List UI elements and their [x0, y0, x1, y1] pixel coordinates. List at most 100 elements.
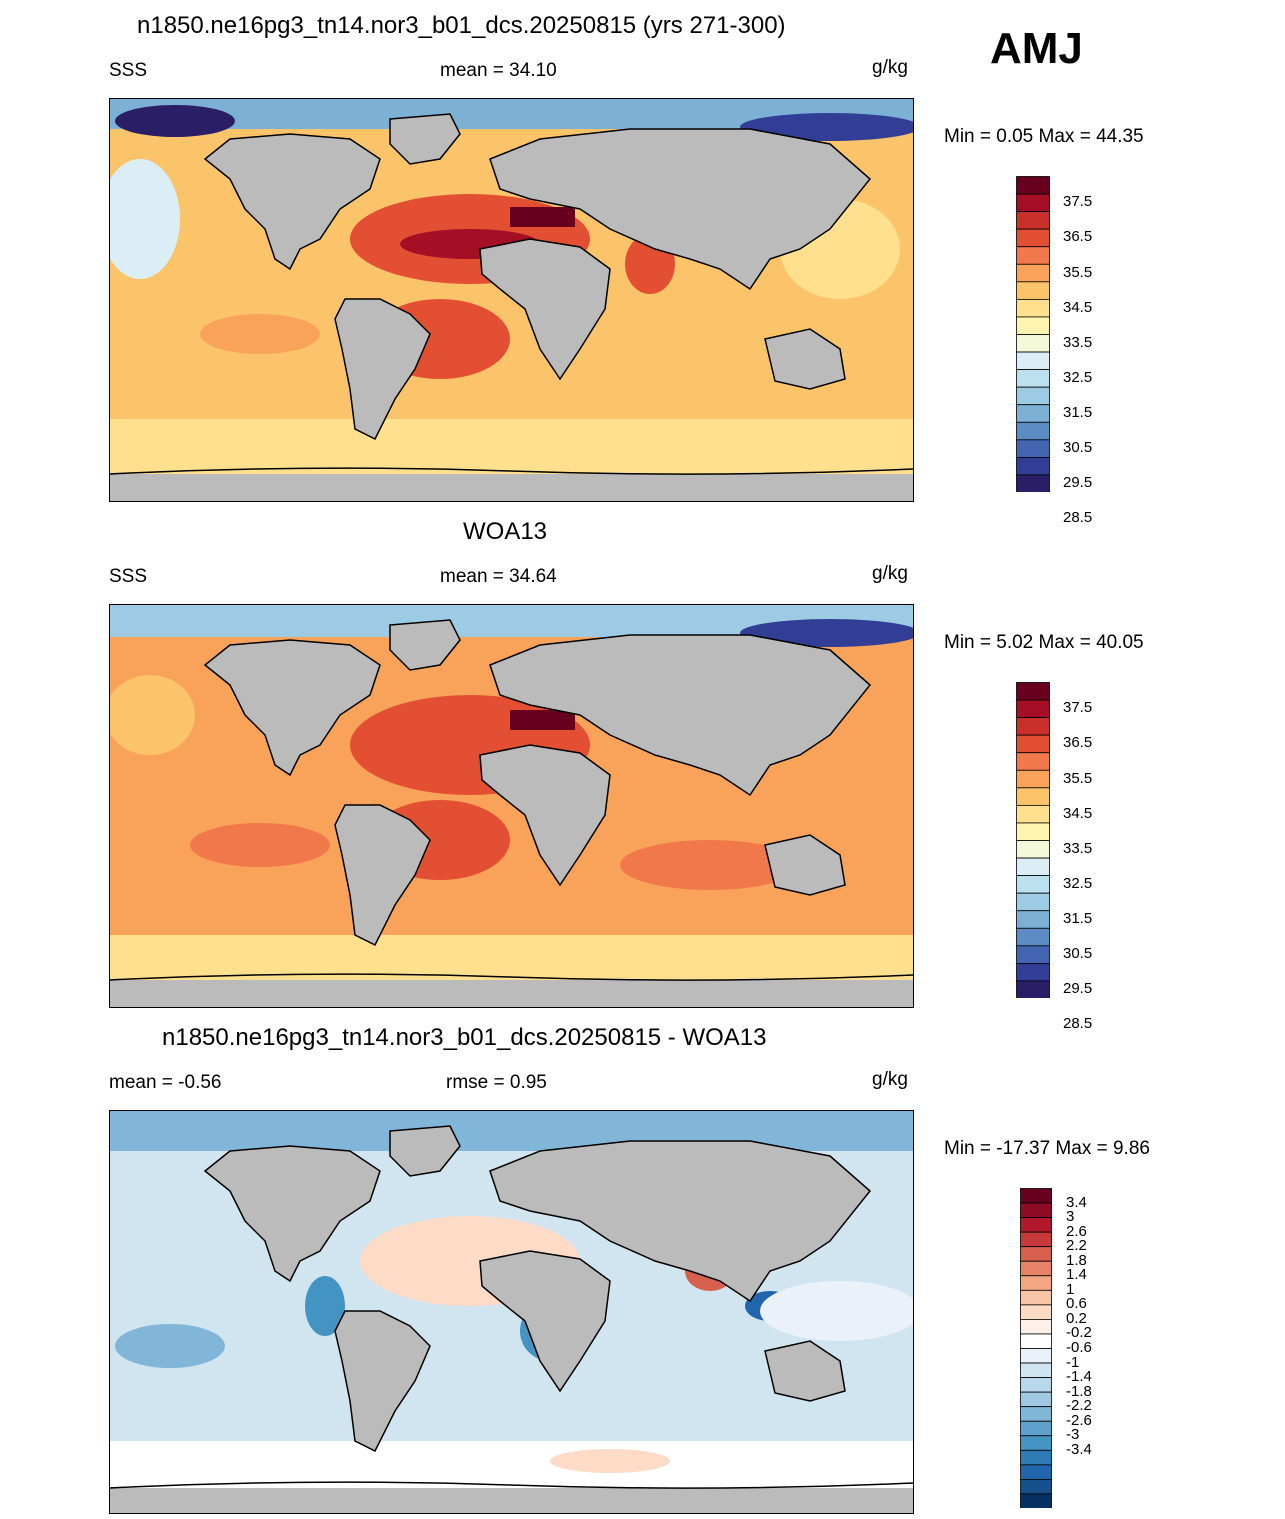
- colorbar-swatch: [1016, 945, 1050, 964]
- colorbar-swatch: [1016, 193, 1050, 213]
- colorbar-tick-label: 3: [1066, 1208, 1075, 1226]
- colorbar-swatch: [1016, 281, 1050, 300]
- colorbar-tick-label: -3: [1066, 1426, 1080, 1444]
- colorbar-tick-label: 29.5: [1063, 474, 1093, 492]
- colorbar-tick-label: -1.8: [1066, 1382, 1092, 1400]
- colorbar-tick-label: 0.2: [1066, 1309, 1087, 1327]
- colorbar-tick-label: 30.5: [1063, 439, 1093, 457]
- colorbar-tick-label: 34.5: [1063, 804, 1093, 822]
- colorbar-swatch: [1020, 1449, 1052, 1466]
- colorbar-swatch: [1020, 1202, 1052, 1218]
- colorbar-tick-label: -1.4: [1066, 1368, 1092, 1386]
- colorbar-tick-label: -0.2: [1066, 1324, 1092, 1342]
- colorbar-tick-label: 28.5: [1063, 1015, 1093, 1033]
- colorbar-swatch: [1016, 804, 1050, 824]
- colorbar-swatch: [1016, 875, 1050, 894]
- salinity-difference-field: [110, 1111, 913, 1513]
- world-map-sss-obs: [109, 604, 914, 1008]
- colorbar-swatch: [1020, 1304, 1052, 1320]
- colorbar-swatch: [1016, 927, 1050, 947]
- panel-variable-label: SSS: [109, 60, 148, 81]
- colorbar-swatch: [1016, 211, 1050, 230]
- colorbar-swatch: [1020, 1260, 1052, 1277]
- colorbar-swatch: [1016, 298, 1050, 318]
- colorbar-tick-label: 37.5: [1063, 699, 1093, 717]
- world-map-sss-difference: [109, 1110, 914, 1514]
- colorbar-tick-label: -2.2: [1066, 1397, 1092, 1415]
- panel-units-label: g/kg: [872, 1069, 908, 1090]
- panel-minmax-label: Min = 0.05 Max = 44.35: [944, 126, 1144, 147]
- colorbar-swatch: [1016, 980, 1050, 999]
- colorbar-swatch: [1020, 1493, 1052, 1509]
- colorbar-tick-label: 3.4: [1066, 1193, 1087, 1211]
- colorbar-swatch: [1020, 1246, 1052, 1262]
- panel-minmax-label: Min = 5.02 Max = 40.05: [944, 632, 1144, 653]
- panel-title: n1850.ne16pg3_tn14.nor3_b01_dcs.20250815…: [137, 12, 786, 39]
- colorbar-swatch: [1016, 228, 1050, 248]
- colorbar-swatch: [1020, 1362, 1052, 1378]
- colorbar-tick-label: -1: [1066, 1353, 1080, 1371]
- colorbar-tick-label: -0.6: [1066, 1339, 1092, 1356]
- colorbar-tick-label: 0.6: [1066, 1295, 1087, 1313]
- colorbar-tick-label: 1: [1066, 1280, 1075, 1298]
- panel-minmax-label: Min = -17.37 Max = 9.86: [944, 1138, 1150, 1159]
- colorbar-tick-label: 1.4: [1066, 1266, 1087, 1284]
- colorbar-swatch: [1016, 421, 1050, 441]
- salinity-field-obs: [110, 605, 913, 1007]
- panel-title: n1850.ne16pg3_tn14.nor3_b01_dcs.20250815…: [162, 1024, 767, 1051]
- colorbar-difference: [1020, 1188, 1052, 1509]
- colorbar-swatch: [1016, 787, 1050, 806]
- colorbar-swatch: [1020, 1377, 1052, 1393]
- colorbar-tick-label: 32.5: [1063, 368, 1093, 386]
- colorbar-tick-label: 2.6: [1066, 1222, 1087, 1240]
- colorbar-swatch: [1016, 962, 1050, 982]
- colorbar-swatch: [1020, 1217, 1052, 1233]
- season-label: AMJ: [990, 24, 1083, 73]
- panel-rmse-label: rmse = 0.95: [446, 1072, 547, 1093]
- colorbar-swatch: [1016, 316, 1050, 335]
- colorbar-tick-label: 32.5: [1063, 874, 1093, 892]
- colorbar-swatch: [1020, 1435, 1052, 1451]
- panel-title: WOA13: [463, 518, 548, 545]
- colorbar-swatch: [1016, 351, 1050, 371]
- colorbar-swatch: [1016, 892, 1050, 912]
- colorbar-swatch: [1016, 752, 1050, 771]
- colorbar-swatch: [1020, 1420, 1052, 1437]
- colorbar-swatch: [1016, 246, 1050, 265]
- colorbar-swatch: [1020, 1348, 1052, 1364]
- colorbar-swatch: [1020, 1406, 1052, 1422]
- colorbar-sss-model: [1016, 176, 1050, 493]
- panel-units-label: g/kg: [872, 57, 908, 78]
- colorbar-swatches: [1016, 682, 1050, 999]
- colorbar-swatch: [1016, 176, 1050, 195]
- colorbar-swatch: [1020, 1464, 1052, 1480]
- colorbar-swatch: [1020, 1289, 1052, 1306]
- colorbar-tick-label: 28.5: [1063, 509, 1093, 527]
- colorbar-swatch: [1016, 734, 1050, 754]
- colorbar-swatch: [1016, 717, 1050, 736]
- colorbar-tick-label: -2.6: [1066, 1411, 1092, 1429]
- colorbar-swatch: [1016, 699, 1050, 719]
- colorbar-tick-label: 1.8: [1066, 1251, 1087, 1269]
- colorbar-swatch: [1016, 840, 1050, 859]
- colorbar-tick-label: 35.5: [1063, 263, 1093, 281]
- colorbar-swatch: [1020, 1391, 1052, 1408]
- panel-units-label: g/kg: [872, 563, 908, 584]
- panel-variable-label: SSS: [109, 566, 148, 587]
- colorbar-swatches: [1020, 1188, 1052, 1509]
- colorbar-swatch: [1016, 910, 1050, 929]
- salinity-field-model: [110, 99, 913, 501]
- colorbar-tick-label: 36.5: [1063, 734, 1093, 752]
- panel-mean-label: mean = -0.56: [109, 1072, 222, 1093]
- colorbar-swatch: [1016, 263, 1050, 283]
- colorbar-tick-label: 35.5: [1063, 769, 1093, 787]
- colorbar-tick-label: 31.5: [1063, 404, 1093, 421]
- world-map-sss-model: [109, 98, 914, 502]
- colorbar-tick-label: 33.5: [1063, 839, 1093, 857]
- panel-mean-label: mean = 34.10: [440, 60, 557, 81]
- colorbar-tick-label: 34.5: [1063, 298, 1093, 316]
- colorbar-swatch: [1020, 1479, 1052, 1495]
- colorbar-swatch: [1016, 404, 1050, 423]
- colorbar-swatches: [1016, 176, 1050, 493]
- colorbar-tick-label: 33.5: [1063, 333, 1093, 351]
